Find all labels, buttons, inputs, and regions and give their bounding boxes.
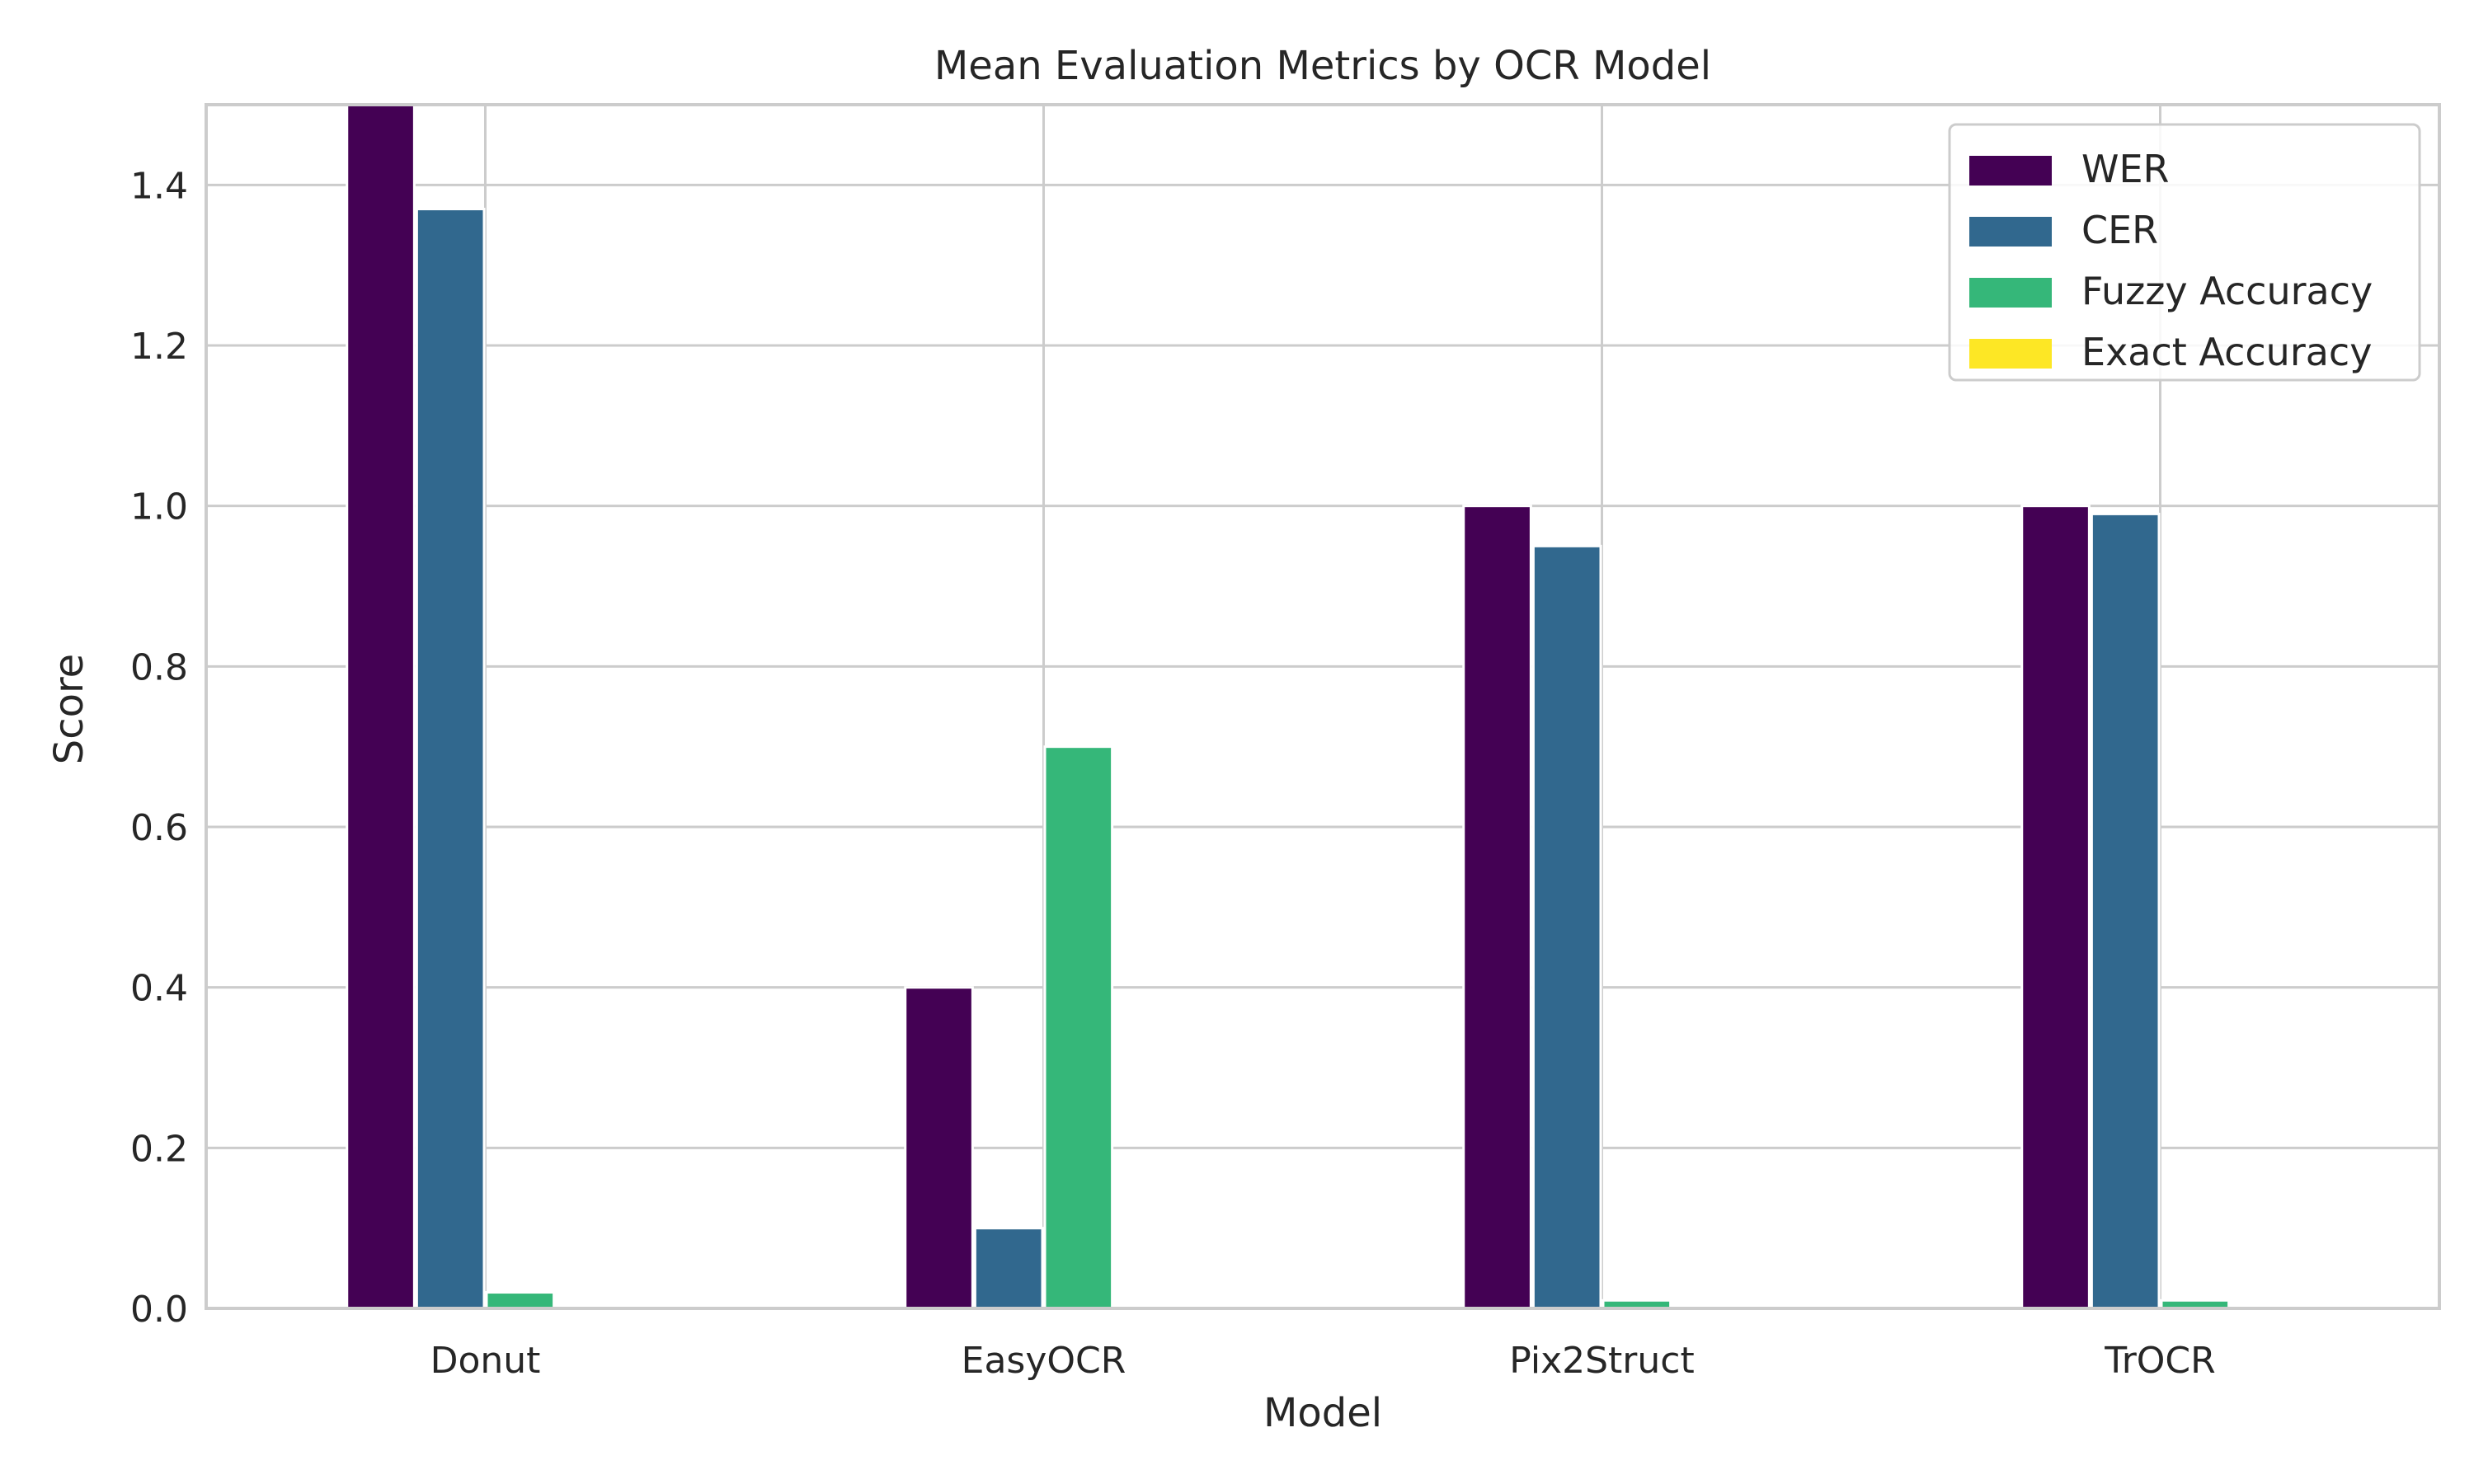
legend-label: WER bbox=[2081, 147, 2170, 191]
bar-wer-donut bbox=[346, 103, 416, 1310]
y-tick-label: 0.2 bbox=[130, 1128, 188, 1170]
y-tick-label: 0.0 bbox=[130, 1289, 188, 1331]
legend-swatch-cer bbox=[1969, 217, 2052, 247]
y-tick-label: 0.4 bbox=[130, 968, 188, 1010]
bar-cer-trocr bbox=[2090, 512, 2161, 1310]
chart-title: Mean Evaluation Metrics by OCR Model bbox=[934, 43, 1711, 89]
plot-frame bbox=[205, 103, 2441, 1310]
x-tick-label: Pix2Struct bbox=[1509, 1340, 1694, 1382]
legend: WER CER Fuzzy Accuracy Exact Accuracy bbox=[1948, 123, 2421, 382]
y-tick-label: 1.2 bbox=[130, 326, 188, 368]
bar-wer-easyocr bbox=[904, 986, 974, 1310]
y-tick-label: 1.4 bbox=[130, 165, 188, 207]
bar-cer-donut bbox=[415, 208, 486, 1310]
x-axis-label: Model bbox=[1263, 1390, 1382, 1436]
legend-label: CER bbox=[2081, 208, 2158, 252]
legend-swatch-fuzzy-accuracy bbox=[1969, 278, 2052, 308]
legend-box bbox=[1948, 123, 2421, 382]
bar-wer-pix2struct bbox=[1462, 505, 1532, 1310]
y-tick-label: 1.0 bbox=[130, 486, 188, 528]
y-tick-label: 0.8 bbox=[130, 646, 188, 688]
bar-cer-pix2struct bbox=[1531, 544, 1602, 1310]
y-axis-label: Score bbox=[46, 654, 92, 764]
legend-label: Fuzzy Accuracy bbox=[2081, 269, 2373, 313]
bar-cer-easyocr bbox=[973, 1227, 1044, 1310]
legend-swatch-exact-accuracy bbox=[1969, 339, 2052, 369]
bar-fuzzy-accuracy-donut bbox=[485, 1291, 556, 1310]
y-tick-label: 0.6 bbox=[130, 807, 188, 849]
x-tick-label: Donut bbox=[430, 1340, 541, 1382]
bar-wer-trocr bbox=[2020, 505, 2091, 1310]
legend-label: Exact Accuracy bbox=[2081, 330, 2372, 374]
x-tick-label: TrOCR bbox=[2104, 1340, 2215, 1382]
x-tick-label: EasyOCR bbox=[962, 1340, 1126, 1382]
legend-swatch-wer bbox=[1969, 156, 2052, 186]
bar-fuzzy-accuracy-easyocr bbox=[1043, 745, 1114, 1310]
